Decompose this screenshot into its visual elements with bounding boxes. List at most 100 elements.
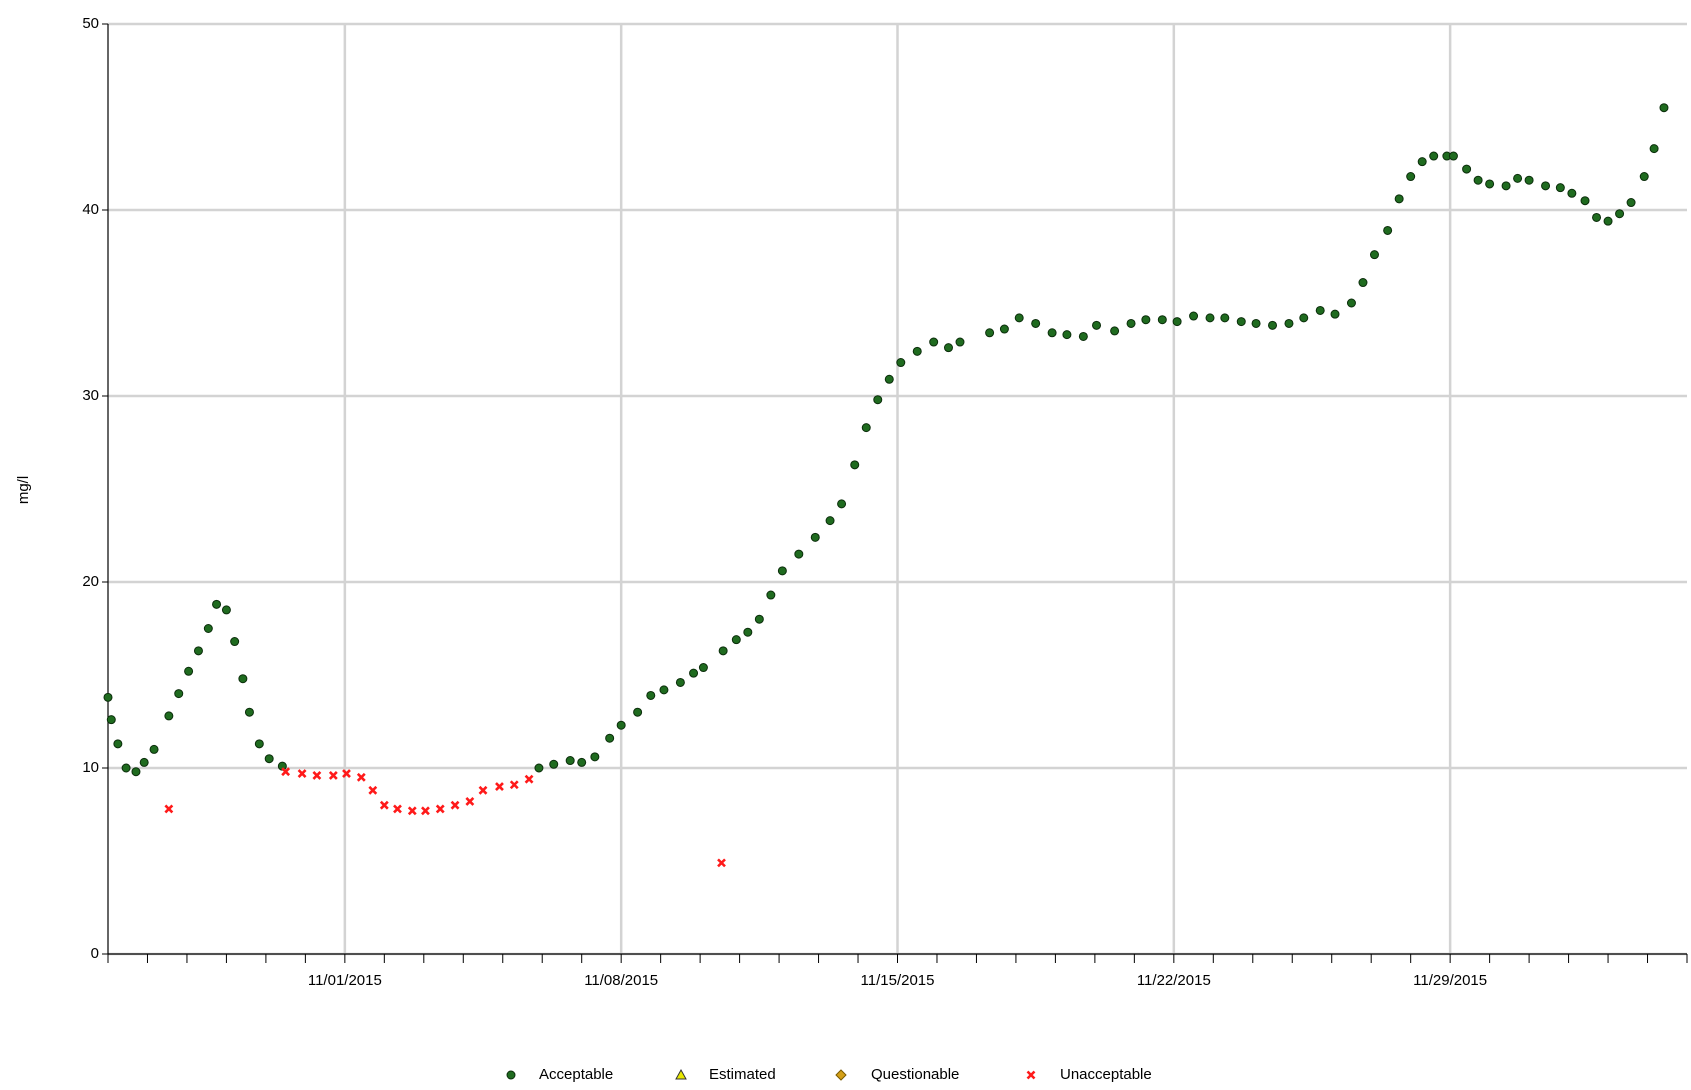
point bbox=[1626, 198, 1636, 208]
point bbox=[164, 804, 174, 814]
point bbox=[524, 774, 534, 784]
point bbox=[1501, 181, 1511, 191]
point bbox=[1330, 309, 1340, 319]
point bbox=[1513, 173, 1523, 183]
x-tick-label: 11/01/2015 bbox=[308, 972, 382, 989]
point bbox=[103, 692, 113, 702]
x-tick-label: 11/22/2015 bbox=[1137, 972, 1211, 989]
point bbox=[777, 566, 787, 576]
point bbox=[1358, 278, 1368, 288]
point bbox=[379, 800, 389, 810]
point bbox=[1485, 179, 1495, 189]
point bbox=[955, 337, 965, 347]
point bbox=[184, 666, 194, 676]
point bbox=[264, 754, 274, 764]
point bbox=[912, 346, 922, 356]
point bbox=[1580, 196, 1590, 206]
point bbox=[131, 767, 141, 777]
point bbox=[465, 797, 475, 806]
point bbox=[1659, 103, 1669, 113]
legend-marker bbox=[835, 1069, 847, 1081]
point bbox=[121, 763, 131, 773]
point bbox=[896, 358, 906, 368]
point bbox=[1369, 250, 1379, 260]
point bbox=[254, 739, 264, 749]
point bbox=[1649, 144, 1659, 154]
point bbox=[407, 806, 417, 816]
y-axis-label: mg/l bbox=[15, 476, 32, 504]
point bbox=[1031, 318, 1041, 328]
point bbox=[1448, 151, 1458, 161]
point bbox=[1315, 305, 1325, 315]
point bbox=[718, 646, 728, 656]
point bbox=[106, 715, 116, 725]
point bbox=[794, 549, 804, 559]
point bbox=[1205, 313, 1215, 323]
point bbox=[435, 804, 445, 814]
point bbox=[1429, 151, 1439, 161]
point bbox=[717, 858, 726, 868]
point bbox=[1172, 317, 1182, 327]
point bbox=[393, 804, 402, 814]
point bbox=[1394, 194, 1404, 204]
point bbox=[1236, 317, 1246, 327]
y-tick-label: 50 bbox=[82, 15, 99, 32]
point bbox=[1346, 298, 1356, 308]
x-tick-label: 11/29/2015 bbox=[1413, 972, 1487, 989]
point bbox=[731, 635, 741, 645]
point bbox=[328, 771, 338, 780]
point bbox=[1524, 175, 1534, 185]
point bbox=[766, 590, 776, 600]
point bbox=[342, 769, 351, 778]
point bbox=[633, 707, 643, 717]
point bbox=[174, 689, 184, 699]
point bbox=[139, 757, 149, 767]
x-tick-label: 11/15/2015 bbox=[861, 972, 935, 989]
point bbox=[221, 605, 231, 615]
point bbox=[1417, 157, 1427, 167]
legend-marker bbox=[1026, 1070, 1036, 1080]
point bbox=[675, 677, 685, 687]
point bbox=[1014, 313, 1024, 323]
point bbox=[754, 614, 764, 624]
point bbox=[297, 769, 307, 778]
point bbox=[743, 627, 753, 637]
point bbox=[421, 806, 430, 816]
point bbox=[1268, 320, 1278, 330]
point bbox=[1220, 313, 1230, 323]
point bbox=[113, 739, 123, 749]
point bbox=[193, 646, 203, 656]
point bbox=[203, 624, 213, 633]
point bbox=[1126, 318, 1136, 328]
point bbox=[1062, 330, 1072, 340]
point bbox=[861, 423, 871, 433]
y-tick-label: 10 bbox=[82, 759, 99, 776]
point bbox=[244, 707, 254, 717]
point bbox=[659, 685, 669, 695]
legend-marker bbox=[506, 1070, 516, 1080]
point bbox=[689, 668, 699, 678]
point bbox=[884, 374, 894, 384]
point bbox=[495, 782, 504, 792]
point bbox=[1299, 313, 1309, 323]
point bbox=[1473, 175, 1483, 185]
point bbox=[1639, 172, 1649, 182]
point bbox=[999, 324, 1009, 334]
legend-label: Estimated bbox=[709, 1066, 776, 1083]
point bbox=[1047, 328, 1057, 338]
series bbox=[164, 767, 726, 868]
point bbox=[825, 516, 835, 526]
point bbox=[1462, 164, 1472, 174]
point bbox=[1251, 318, 1261, 328]
point bbox=[1141, 315, 1151, 325]
point bbox=[1406, 172, 1416, 182]
series bbox=[103, 103, 1669, 777]
point bbox=[509, 780, 519, 790]
point bbox=[1603, 216, 1613, 226]
y-tick-label: 40 bbox=[82, 201, 99, 218]
point bbox=[1110, 326, 1120, 336]
legend-marker bbox=[675, 1068, 687, 1080]
point bbox=[1383, 225, 1393, 235]
y-tick-label: 20 bbox=[82, 573, 99, 590]
